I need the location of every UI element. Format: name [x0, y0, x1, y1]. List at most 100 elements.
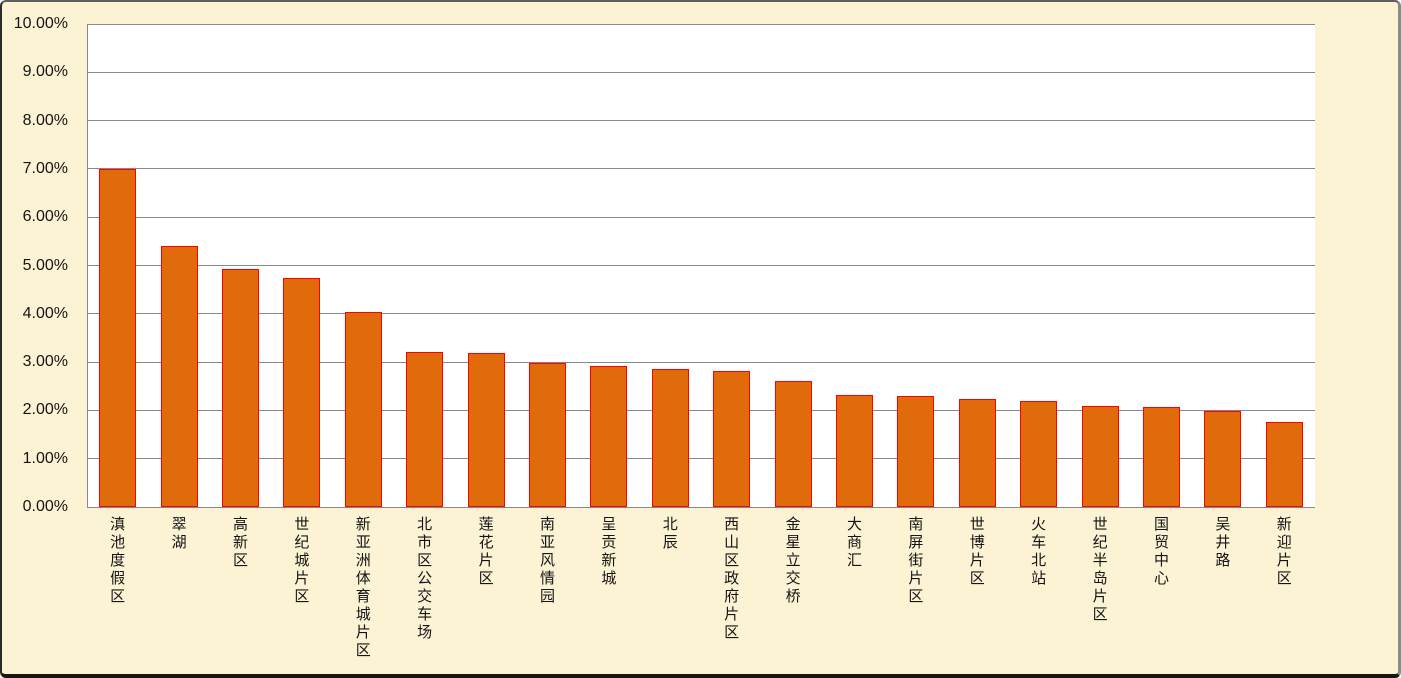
x-axis-category-label: 北辰 [660, 516, 680, 552]
x-axis-category-label: 新亚洲体育城片区 [353, 516, 373, 660]
bar-大商汇 [836, 395, 873, 507]
category-label-char: 区 [969, 570, 985, 587]
category-label-char: 贸 [1153, 534, 1169, 551]
bar-北市区公交车场 [406, 351, 444, 507]
category-label-char: 育 [355, 588, 371, 605]
category-label-char: 亚 [355, 534, 371, 551]
y-axis-tick-label: 8.00% [22, 111, 68, 129]
category-label-char: 莲 [478, 516, 494, 533]
category-label-char: 辰 [662, 534, 678, 551]
bar-火车北站 [1020, 401, 1058, 507]
category-label-char: 政 [724, 570, 740, 587]
category-label-char: 片 [355, 624, 371, 641]
category-label-char: 立 [785, 552, 801, 569]
category-label-char: 贡 [601, 534, 617, 551]
x-axis-category-label: 大商汇 [845, 516, 865, 570]
x-axis-category-label: 高新区 [231, 516, 251, 570]
category-label-char: 站 [1031, 570, 1047, 587]
category-label-char: 大 [846, 516, 862, 533]
category-label-char: 城 [294, 552, 310, 569]
bar-南亚风情园 [529, 362, 566, 507]
y-axis-tick-label: 5.00% [22, 256, 68, 274]
category-label-char: 情 [539, 570, 555, 587]
bar-西山区政府片区 [713, 371, 751, 507]
x-axis-category-label: 滇池度假区 [108, 516, 128, 606]
x-axis-category-label: 莲花片区 [476, 516, 496, 588]
category-label-char: 公 [417, 570, 433, 587]
category-label-char: 区 [908, 588, 924, 605]
category-label-char: 度 [110, 552, 126, 569]
category-label-char: 南 [539, 516, 555, 533]
category-label-char: 纪 [294, 534, 310, 551]
category-label-char: 区 [478, 570, 494, 587]
category-label-char: 区 [724, 624, 740, 641]
bar-莲花片区 [467, 353, 505, 507]
gridline [87, 168, 1315, 170]
category-label-char: 火 [1031, 516, 1047, 533]
category-label-char: 片 [1276, 552, 1292, 569]
category-label-char: 亚 [539, 534, 555, 551]
category-label-char: 呈 [601, 516, 617, 533]
bar-滇池度假区 [99, 168, 137, 507]
category-label-char: 半 [1092, 552, 1108, 569]
x-axis-category-label: 新迎片区 [1274, 516, 1294, 588]
category-label-char: 城 [601, 570, 617, 587]
category-label-char: 北 [662, 516, 678, 533]
category-label-char: 桥 [785, 588, 801, 605]
category-label-char: 区 [724, 552, 740, 569]
x-axis-category-label: 世纪半岛片区 [1090, 516, 1110, 624]
bar-高新区 [222, 268, 259, 507]
category-label-char: 中 [1153, 552, 1169, 569]
x-axis-category-label: 金星立交桥 [783, 516, 803, 606]
category-label-char: 区 [232, 552, 248, 569]
category-label-char: 北 [417, 516, 433, 533]
gridline [87, 216, 1315, 218]
category-label-char: 新 [355, 516, 371, 533]
gridline [87, 120, 1315, 122]
x-axis-category-label: 吴井路 [1213, 516, 1233, 570]
category-label-char: 交 [785, 570, 801, 587]
bar-吴井路 [1204, 410, 1242, 507]
category-label-char: 翠 [171, 516, 187, 533]
category-label-char: 南 [908, 516, 924, 533]
category-label-char: 车 [417, 606, 433, 623]
category-label-char: 假 [110, 570, 126, 587]
y-axis-tick-label: 3.00% [22, 353, 68, 371]
x-axis-line [87, 506, 1315, 508]
gridline [87, 23, 1315, 25]
category-label-char: 园 [539, 588, 555, 605]
x-axis-category-label: 西山区政府片区 [722, 516, 742, 642]
category-label-char: 汇 [846, 552, 862, 569]
y-axis-line [87, 24, 88, 507]
category-label-char: 区 [110, 588, 126, 605]
gridline [87, 409, 1315, 411]
category-label-char: 片 [1092, 588, 1108, 605]
x-axis-category-label: 世博片区 [967, 516, 987, 588]
category-label-char: 纪 [1092, 534, 1108, 551]
bar-世博片区 [958, 399, 996, 507]
category-label-char: 岛 [1092, 570, 1108, 587]
category-label-char: 区 [1276, 570, 1292, 587]
bar-金星立交桥 [774, 381, 812, 507]
category-label-char: 片 [908, 570, 924, 587]
category-label-char: 区 [1092, 606, 1108, 623]
category-label-char: 街 [908, 552, 924, 569]
x-axis-category-label: 呈贡新城 [599, 516, 619, 588]
category-label-char: 新 [232, 534, 248, 551]
x-axis-category-label: 南屏街片区 [906, 516, 926, 606]
bar-世纪半岛片区 [1081, 406, 1119, 507]
x-axis-category-label: 火车北站 [1029, 516, 1049, 588]
category-label-char: 城 [355, 606, 371, 623]
category-label-char: 路 [1215, 552, 1231, 569]
category-label-char: 片 [969, 552, 985, 569]
bar-新迎片区 [1265, 421, 1303, 507]
category-label-char: 西 [724, 516, 740, 533]
x-axis-category-label: 世纪城片区 [292, 516, 312, 606]
x-axis-category-label: 北市区公交车场 [415, 516, 435, 642]
bar-呈贡新城 [590, 365, 628, 507]
gridline [87, 265, 1315, 266]
category-label-char: 世 [1092, 516, 1108, 533]
bar-新亚洲体育城片区 [344, 312, 382, 507]
gridline [87, 71, 1315, 73]
